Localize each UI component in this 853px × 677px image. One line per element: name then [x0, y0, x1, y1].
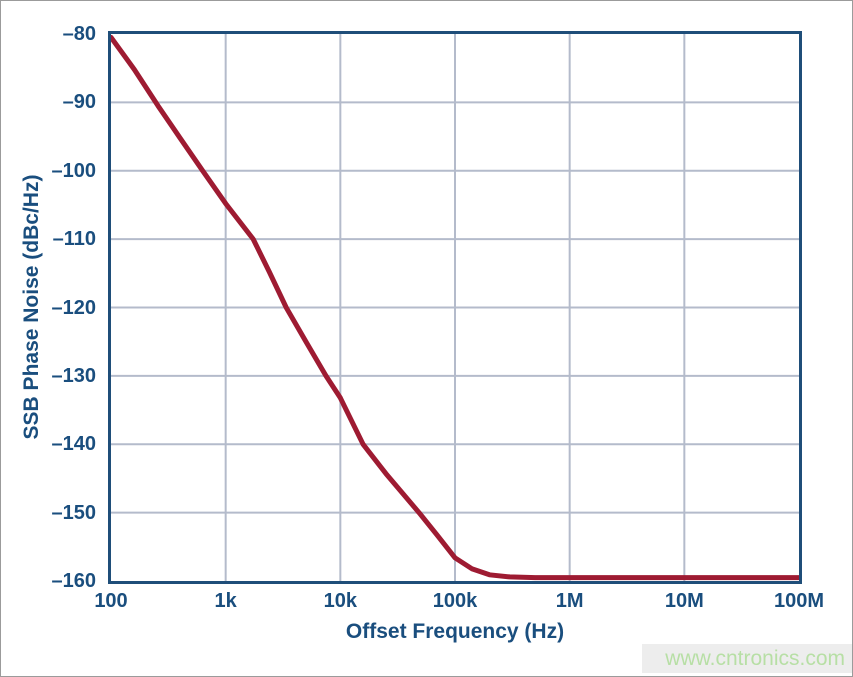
y-tick-label: –110	[52, 228, 96, 251]
y-axis-tick-labels: –80 –90 –100 –110 –120 –130 –140 –150 –160	[1, 1, 102, 676]
y-tick-label: –130	[51, 364, 97, 387]
x-tick-label: 1M	[555, 590, 584, 612]
y-tick-label: –150	[51, 501, 97, 524]
watermark-band: www.cntronics.com	[642, 644, 852, 673]
x-tick-label: 100	[94, 590, 128, 612]
x-tick-label: 100M	[773, 590, 825, 612]
plot-canvas	[111, 34, 799, 581]
y-tick-label: –120	[51, 296, 97, 319]
x-tick-label: 10k	[323, 590, 358, 612]
x-tick-label: 100k	[432, 590, 478, 612]
y-tick-label: –80	[62, 23, 96, 45]
x-axis-title: Offset Frequency (Hz)	[345, 620, 565, 643]
y-tick-label: –160	[51, 570, 97, 592]
plot-area	[108, 31, 802, 584]
phase-noise-curve	[111, 34, 799, 581]
y-tick-label: –90	[62, 91, 96, 114]
x-tick-label: 1k	[214, 590, 237, 612]
x-tick-label: 10M	[664, 590, 704, 612]
y-tick-label: –100	[51, 159, 97, 182]
watermark-text: www.cntronics.com	[665, 647, 845, 670]
y-tick-label: –140	[51, 433, 97, 456]
